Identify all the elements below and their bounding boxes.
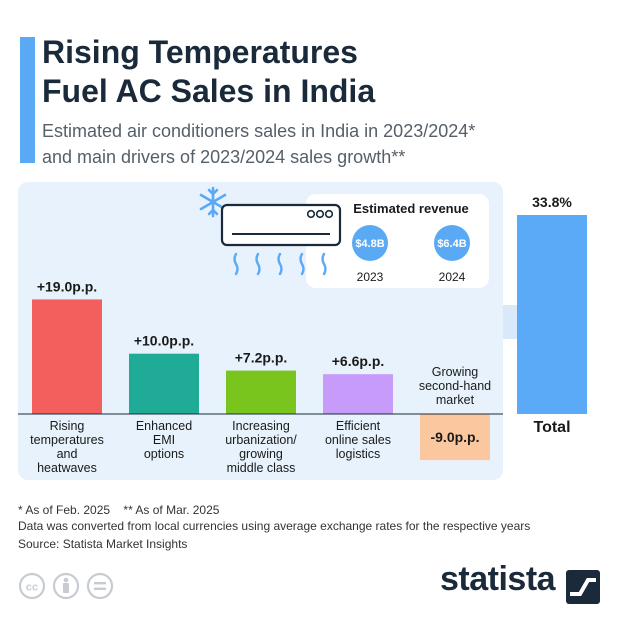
- title-accent-bar: [20, 37, 35, 163]
- category-label-line: growing: [239, 447, 283, 461]
- category-label: Total: [533, 419, 570, 436]
- license-icons: cc: [18, 572, 114, 600]
- title-line-1: Rising Temperatures: [42, 34, 358, 70]
- revenue-value: $4.8B: [355, 238, 384, 250]
- category-label-line: online sales: [325, 433, 391, 447]
- revenue-circle: [434, 225, 470, 261]
- category-label: Rising temperatures and heatwaves: [30, 419, 104, 475]
- value-label: 33.8%: [532, 194, 572, 210]
- source-note: Source: Statista Market Insights: [18, 537, 188, 551]
- value-label: +7.2p.p.: [235, 350, 288, 366]
- category-label: Increasing urbanization/growing middle cla…: [225, 419, 297, 475]
- air-conditioner-icon: [220, 203, 342, 247]
- category-label-line: Rising: [50, 419, 85, 433]
- category-label-line: and: [57, 447, 78, 461]
- snowflake-icon: [199, 186, 227, 218]
- value-label: +6.6p.p.: [332, 353, 385, 369]
- bar-5: [517, 215, 587, 414]
- bar-1: [129, 353, 199, 414]
- category-label-line: Enhanced: [136, 419, 192, 433]
- subtitle: Estimated air conditioners sales in Indi…: [42, 118, 475, 170]
- category-label-line: market: [436, 393, 475, 407]
- attribution-icon[interactable]: [52, 572, 80, 600]
- category-label-line: options: [144, 447, 184, 461]
- revenue-value: $6.4B: [437, 238, 466, 250]
- bar-2: [226, 370, 296, 414]
- category-label-line: Efficient: [336, 419, 381, 433]
- revenue-circle: [352, 225, 388, 261]
- revenue-item-2023: $4.8B 2023: [352, 225, 388, 284]
- footnote-conversion: Data was converted from local currencies…: [18, 519, 531, 533]
- airflow-icon: [233, 252, 327, 276]
- category-label-line: Increasing: [232, 419, 290, 433]
- revenue-item-2024: $6.4B 2024: [434, 225, 470, 284]
- category-label-line: second-hand: [419, 379, 491, 393]
- category-label-line: heatwaves: [37, 461, 97, 475]
- bar-4: [420, 414, 490, 461]
- category-label-line: temperatures: [30, 433, 104, 447]
- category-label-line: EMI: [153, 433, 175, 447]
- revenue-year: 2023: [357, 270, 384, 284]
- bar-3: [323, 374, 393, 414]
- category-label: Enhanced EMI options: [136, 419, 192, 461]
- category-label-line: middle class: [227, 461, 296, 475]
- subtitle-line-2: and main drivers of 2023/2024 sales grow…: [42, 147, 406, 167]
- subtitle-line-1: Estimated air conditioners sales in Indi…: [42, 121, 476, 141]
- bar-0: [32, 299, 102, 414]
- value-label: +10.0p.p.: [134, 333, 194, 349]
- svg-text:cc: cc: [26, 582, 38, 594]
- category-label: Efficient online sales logistics: [325, 419, 391, 461]
- value-label: +19.0p.p.: [37, 278, 97, 294]
- cc-icon[interactable]: cc: [18, 572, 46, 600]
- value-label: -9.0p.p.: [430, 429, 479, 445]
- category-label: Growing second-hand market: [419, 365, 491, 407]
- page-title: Rising Temperatures Fuel AC Sales in Ind…: [42, 33, 375, 111]
- no-derivatives-icon[interactable]: [86, 572, 114, 600]
- title-line-2: Fuel AC Sales in India: [42, 73, 376, 109]
- footnote-dates: * As of Feb. 2025 ** As of Mar. 2025: [18, 503, 220, 517]
- category-label-line: Growing: [432, 365, 479, 379]
- footnotes: * As of Feb. 2025 ** As of Mar. 2025 Dat…: [18, 502, 530, 552]
- category-label-line: logistics: [336, 447, 380, 461]
- statista-logo-text[interactable]: statista: [440, 560, 556, 598]
- revenue-year: 2024: [439, 270, 466, 284]
- statista-logo-icon[interactable]: [566, 570, 600, 604]
- revenue-callout-title: Estimated revenue: [353, 201, 469, 216]
- category-label-line: urbanization/: [225, 433, 297, 447]
- category-label-line: Total: [533, 419, 570, 436]
